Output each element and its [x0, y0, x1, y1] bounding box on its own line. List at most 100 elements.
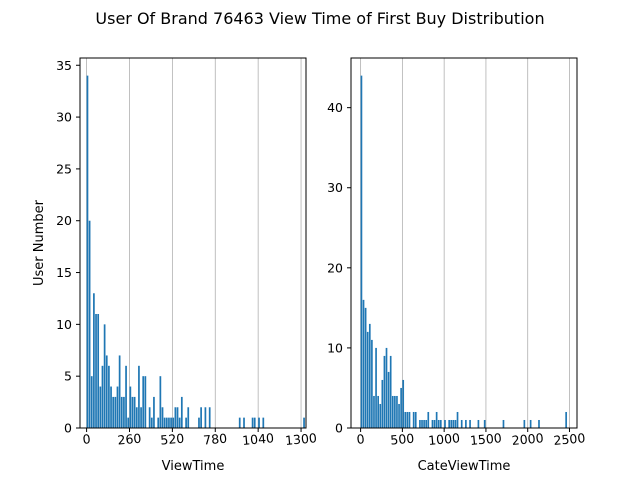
- left-bar: [95, 313, 97, 428]
- right-bar: [565, 411, 567, 428]
- left-xtick-label: 520: [160, 431, 185, 448]
- right-bar: [419, 419, 421, 428]
- left-bar: [110, 386, 112, 428]
- left-bar: [303, 417, 305, 428]
- left-ytick-label: 35: [56, 58, 72, 73]
- right-bar: [465, 419, 467, 428]
- right-bar: [373, 395, 375, 428]
- left-x-axis-label: ViewTime: [162, 459, 225, 474]
- right-bar: [396, 395, 398, 428]
- right-bar: [394, 395, 396, 428]
- right-bar: [404, 411, 407, 428]
- left-bar: [178, 417, 181, 428]
- right-ytick-label: 0: [335, 421, 343, 436]
- left-ytick-label: 25: [56, 161, 72, 176]
- left-xtick-label: 260: [117, 431, 142, 448]
- right-bar: [502, 419, 505, 428]
- left-bar: [108, 365, 110, 428]
- left-bar: [159, 376, 162, 428]
- left-ytick-label: 20: [56, 213, 72, 228]
- right-bar: [414, 411, 417, 428]
- left-bar: [118, 355, 121, 428]
- right-bar: [383, 355, 386, 428]
- left-bar: [101, 365, 104, 428]
- left-bar: [138, 365, 140, 428]
- left-bar: [238, 417, 241, 428]
- left-bar: [97, 313, 100, 428]
- left-ytick-label: 30: [56, 110, 72, 125]
- right-bar: [421, 419, 423, 428]
- left-bar: [157, 417, 160, 428]
- left-xtick-label: 0: [82, 431, 91, 447]
- left-bar: [163, 417, 166, 428]
- left-bar: [187, 407, 190, 428]
- left-bar: [90, 376, 93, 428]
- right-bar: [437, 419, 440, 428]
- right-bar: [483, 419, 486, 428]
- left-bar: [127, 417, 130, 428]
- left-bar: [185, 417, 187, 428]
- right-bar: [402, 379, 405, 428]
- right-bar: [423, 419, 425, 428]
- right-ytick-label: 20: [327, 260, 343, 275]
- left-bar: [174, 407, 177, 428]
- left-bar: [251, 417, 254, 428]
- right-bar: [408, 411, 411, 428]
- left-chart-panel: 0 260 520 780 1040 1300 0 5 10 15 20 25 30 35 ViewTime…: [32, 57, 318, 474]
- right-bar: [477, 419, 480, 428]
- right-bar: [433, 419, 436, 428]
- right-bar: [448, 419, 451, 428]
- right-bar: [398, 403, 400, 428]
- left-bar: [133, 396, 136, 428]
- left-bar: [198, 417, 200, 428]
- left-bar: [93, 293, 95, 428]
- right-bar: [456, 411, 459, 428]
- left-bar: [135, 407, 138, 428]
- left-bar: [88, 220, 91, 428]
- left-bar: [114, 396, 117, 428]
- right-bar: [400, 387, 402, 428]
- right-bar: [389, 355, 392, 428]
- right-bar: [364, 307, 367, 428]
- left-bar: [161, 407, 164, 428]
- right-bar: [439, 419, 442, 428]
- right-chart-panel: 0 500 1000 1500 2000 2500 0 10 20 30 40 CateViewTim…: [327, 57, 586, 474]
- left-ytick-label: 5: [64, 369, 72, 384]
- right-bar: [368, 323, 371, 428]
- right-xtick-label: 2000: [511, 430, 544, 448]
- left-bar: [204, 407, 207, 428]
- right-bar: [381, 379, 384, 428]
- left-bar: [112, 396, 115, 428]
- left-bar: [172, 417, 175, 428]
- right-bar: [425, 419, 428, 428]
- left-bar: [208, 407, 211, 428]
- left-bar: [170, 417, 172, 428]
- right-bar: [427, 411, 430, 428]
- right-bar: [360, 75, 363, 428]
- right-xtick-label: 2500: [553, 430, 586, 448]
- right-bar: [412, 411, 415, 428]
- right-bar: [375, 347, 377, 428]
- right-xtick-label: 1000: [428, 430, 461, 448]
- right-bar: [366, 331, 369, 428]
- left-bar: [253, 417, 256, 428]
- right-bar: [385, 347, 388, 428]
- left-ytick-label: 15: [56, 265, 72, 280]
- left-axes-frame: [79, 57, 307, 429]
- left-bar: [243, 417, 245, 428]
- left-ytick-label: 10: [56, 317, 72, 332]
- right-bar: [444, 419, 446, 428]
- left-bar: [168, 417, 170, 428]
- left-bar: [176, 407, 179, 428]
- right-bar: [538, 419, 540, 428]
- left-bar: [129, 386, 132, 428]
- right-bar: [387, 371, 390, 428]
- left-bar: [123, 396, 125, 428]
- right-bar: [431, 419, 434, 428]
- left-bar: [262, 417, 265, 428]
- left-bar: [140, 407, 142, 428]
- left-xtick-label: 780: [203, 431, 228, 448]
- left-ytick-label: 0: [64, 421, 72, 436]
- right-bar: [529, 419, 532, 428]
